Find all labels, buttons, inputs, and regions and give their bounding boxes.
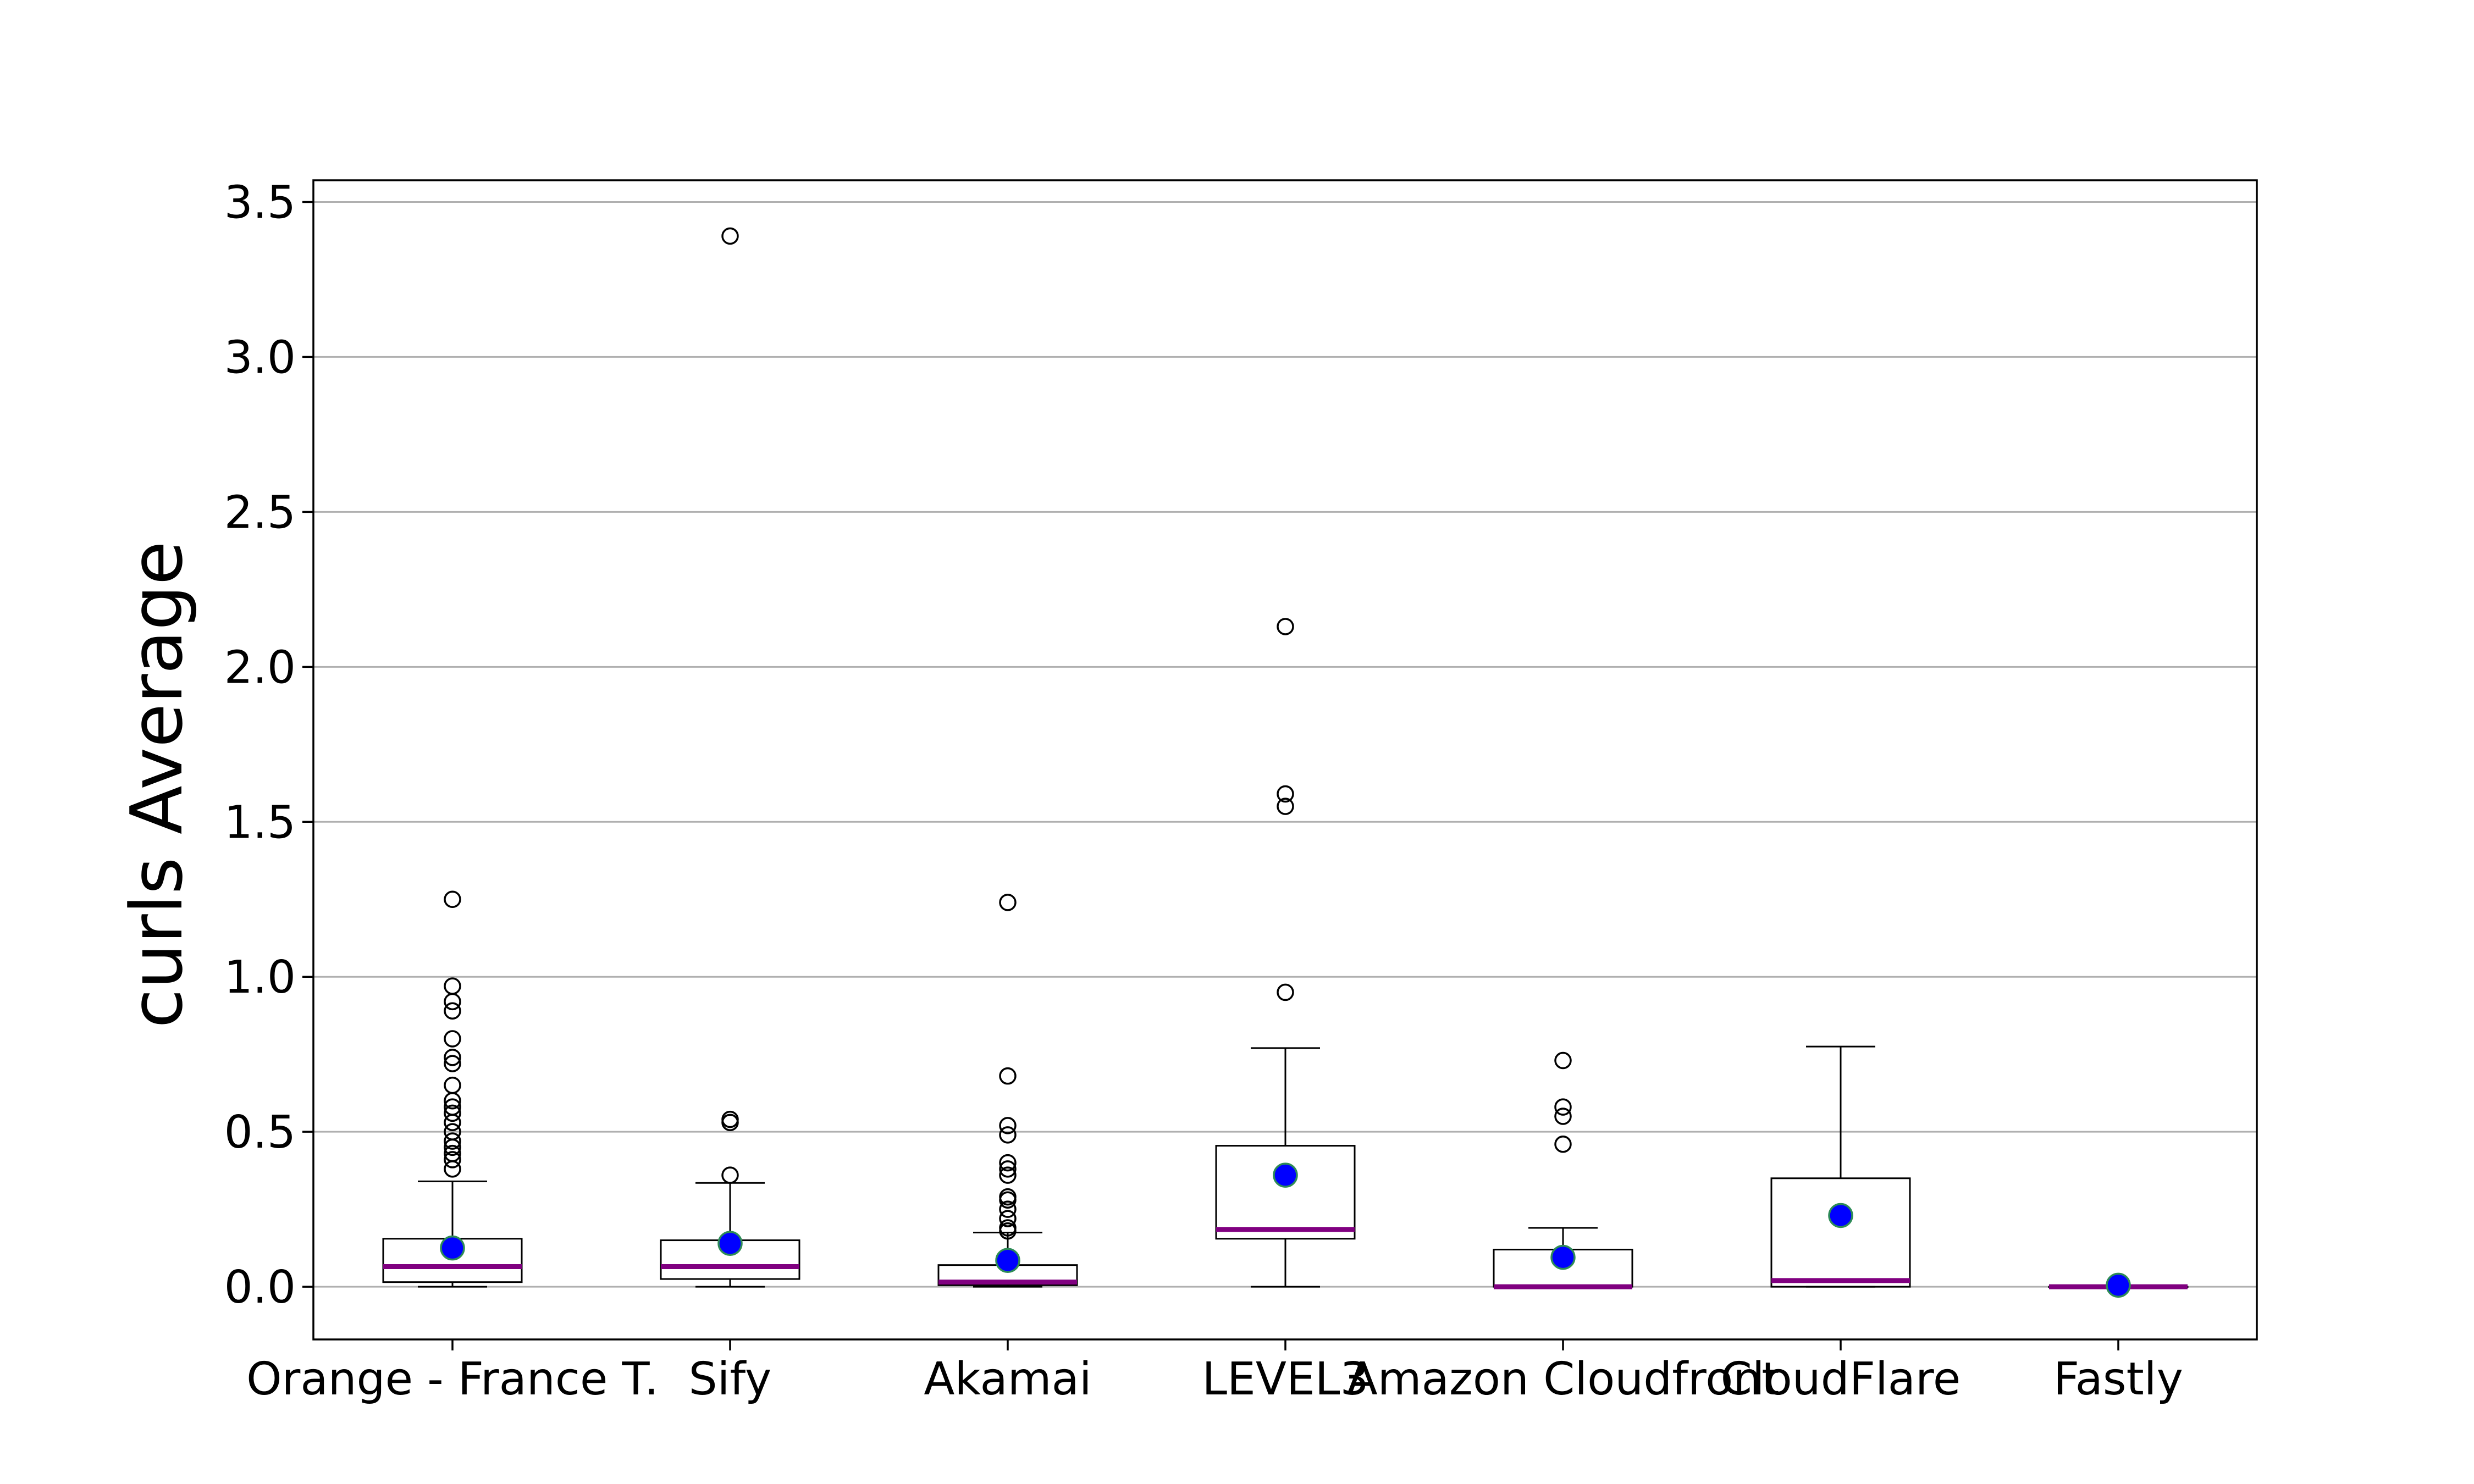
outlier-point <box>444 1132 461 1150</box>
outlier-point <box>999 1200 1017 1218</box>
outlier-point <box>444 1030 461 1048</box>
x-tick-label: Sify <box>689 1353 772 1405</box>
outlier-point <box>1554 1135 1572 1153</box>
iqr-box <box>1215 1145 1356 1240</box>
x-tick-label: CloudFlare <box>1721 1353 1961 1405</box>
outlier-point <box>999 1117 1017 1134</box>
outlier-point <box>1277 983 1294 1001</box>
y-tick-label: 1.5 <box>224 796 296 849</box>
y-tick-label: 3.0 <box>224 331 296 384</box>
outlier-point <box>999 1126 1017 1144</box>
outlier-point <box>444 1049 461 1066</box>
box-group <box>937 894 1078 1288</box>
mean-marker <box>1550 1244 1576 1270</box>
outlier-point <box>444 977 461 995</box>
outlier-point <box>1277 785 1294 803</box>
outlier-point <box>999 1154 1017 1172</box>
outlier-point <box>721 1166 739 1184</box>
mean-marker <box>995 1248 1020 1273</box>
outlier-point <box>999 1188 1017 1206</box>
y-tick-label: 1.0 <box>224 951 296 1004</box>
box-group <box>1215 618 1356 1288</box>
outlier-point <box>444 1104 461 1122</box>
y-tick-label: 0.5 <box>224 1106 296 1159</box>
axis-ticks: 0.0 0.5 1.0 1.5 2.0 2.5 3.0 3.5 Orange - France … <box>224 176 2183 1405</box>
outlier-point <box>999 894 1017 911</box>
outlier-point <box>444 1002 461 1020</box>
y-tick-label: 3.5 <box>224 176 296 229</box>
box-group <box>660 227 800 1288</box>
outlier-point <box>999 1067 1017 1085</box>
grid-lines <box>313 201 2257 1288</box>
outlier-point <box>721 227 739 245</box>
outlier-point <box>999 1219 1017 1237</box>
outlier-point <box>444 1151 461 1169</box>
box-group <box>2048 1272 2189 1298</box>
outlier-point <box>444 1076 461 1094</box>
outlier-point <box>1554 1108 1572 1125</box>
outlier-point <box>721 1110 739 1128</box>
outlier-point <box>999 1160 1017 1178</box>
outlier-point <box>1554 1098 1572 1116</box>
box-group <box>1493 1051 1633 1289</box>
outlier-point <box>444 1098 461 1116</box>
x-tick-label: Orange - France T. <box>246 1353 659 1405</box>
y-axis-title: curls Average <box>115 541 198 1028</box>
mean-marker <box>2106 1272 2131 1298</box>
y-tick-label: 2.5 <box>224 486 296 539</box>
mean-marker <box>717 1231 743 1256</box>
box-group <box>1770 1045 1911 1288</box>
outlier-point <box>444 1055 461 1072</box>
outlier-point <box>1277 798 1294 815</box>
outlier-point <box>444 890 461 909</box>
x-tick-label: Fastly <box>2053 1353 2183 1405</box>
mean-marker <box>1828 1203 1853 1228</box>
x-tick-label: LEVEL3 <box>1202 1353 1368 1405</box>
mean-marker <box>1273 1162 1298 1188</box>
x-tick-label: Akamai <box>924 1353 1091 1405</box>
boxes-layer <box>382 227 2189 1298</box>
outlier-point <box>1277 618 1294 635</box>
box-group <box>382 890 523 1288</box>
outlier-point <box>1554 1051 1572 1070</box>
mean-marker <box>440 1235 465 1261</box>
outlier-point <box>999 1166 1017 1184</box>
y-tick-label: 0.0 <box>224 1261 296 1314</box>
outlier-point <box>444 1144 461 1162</box>
iqr-box <box>1770 1177 1911 1288</box>
outlier-point <box>444 1123 461 1140</box>
x-tick-label: Amazon Cloudfront <box>1347 1353 1780 1405</box>
outlier-point <box>999 1210 1017 1227</box>
y-tick-label: 2.0 <box>224 641 296 694</box>
